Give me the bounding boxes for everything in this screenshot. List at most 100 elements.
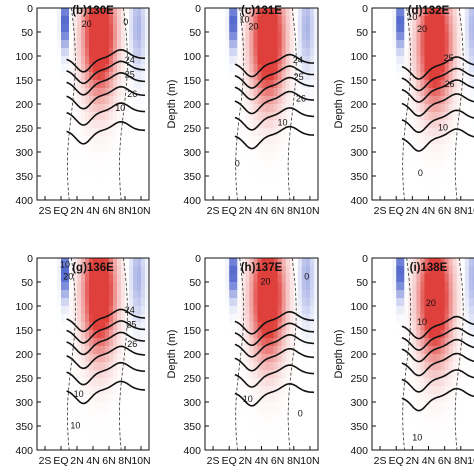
y-tick-label: 200 <box>350 349 368 361</box>
shade-cell <box>293 442 299 450</box>
shade-cell <box>448 160 454 169</box>
shade-cell <box>261 402 267 411</box>
shade-cell <box>432 418 438 427</box>
shade-cell <box>97 258 102 267</box>
shade-cell <box>113 32 118 41</box>
shade-cell <box>261 306 267 315</box>
shade-cell <box>233 104 238 113</box>
shade-cell <box>85 24 90 33</box>
shade-cell <box>113 322 118 331</box>
shade-cell <box>229 112 234 121</box>
shade-cell <box>129 160 134 169</box>
shade-cell <box>101 418 106 427</box>
shade-cell <box>57 322 62 331</box>
shade-cell <box>37 120 42 129</box>
shade-cell <box>460 354 466 363</box>
shade-cell <box>205 160 210 169</box>
shade-cell <box>388 378 393 387</box>
shade-cell <box>97 144 102 153</box>
shade-cell <box>404 330 409 339</box>
shade-cell <box>249 274 255 283</box>
shade-cell <box>61 442 66 450</box>
y-tick-label: 350 <box>183 171 201 183</box>
shade-cell <box>265 282 271 291</box>
shade-cell <box>253 144 259 153</box>
shade-cell <box>133 362 138 371</box>
shade-cell <box>217 40 222 49</box>
shade-cell <box>57 258 62 267</box>
shade-cell <box>460 48 466 57</box>
shade-cell <box>129 298 134 307</box>
shade-cell <box>117 64 122 73</box>
shade-cell <box>77 112 82 121</box>
isotherm-layer <box>401 8 474 200</box>
shade-cell <box>261 48 267 57</box>
shade-cell <box>408 394 413 403</box>
shade-cell <box>456 152 462 161</box>
shade-cell <box>468 184 474 193</box>
shade-cell <box>73 282 78 291</box>
shade-cell <box>436 370 442 379</box>
shade-cell <box>297 402 303 411</box>
shade-cell <box>384 402 389 411</box>
shade-cell <box>225 192 230 200</box>
shade-cell <box>217 184 222 193</box>
shade-cell <box>404 410 409 419</box>
panel-title: (h)137E <box>241 262 283 274</box>
shade-cell <box>225 136 230 145</box>
y-tick-label: 300 <box>350 397 368 409</box>
shade-cell <box>420 120 426 129</box>
shade-cell <box>53 176 58 185</box>
shade-cell <box>301 330 307 339</box>
shade-cell <box>281 32 287 41</box>
shade-cell <box>372 176 377 185</box>
shade-cell <box>37 48 42 57</box>
shade-cell <box>129 370 134 379</box>
shade-cell <box>384 290 389 299</box>
shade-cell <box>41 434 46 443</box>
shade-cell <box>432 16 438 25</box>
shade-cell <box>269 88 275 97</box>
shade-cell <box>129 96 134 105</box>
shade-cell <box>37 378 42 387</box>
shade-cell <box>41 442 46 450</box>
shade-cell <box>440 160 446 169</box>
shade-cell <box>69 266 74 275</box>
shade-cell <box>412 88 417 97</box>
shade-cell <box>313 24 318 33</box>
shade-cell <box>424 16 430 25</box>
shade-cell <box>125 144 130 153</box>
shade-cell <box>372 346 377 355</box>
shade-cell <box>277 418 283 427</box>
shade-cell <box>137 56 142 65</box>
shade-cell <box>384 370 389 379</box>
panel-2: 2SEQ2N4N6N8N10N050100150200250300350400D… <box>333 3 474 217</box>
shade-cell <box>69 298 74 307</box>
shade-cell <box>217 330 222 339</box>
shade-cell <box>73 346 78 355</box>
shade-cell <box>444 346 450 355</box>
shade-cell <box>400 104 405 113</box>
shade-cell <box>229 394 234 403</box>
shade-cell <box>41 24 46 33</box>
shade-cell <box>49 88 54 97</box>
shade-cell <box>113 72 118 81</box>
x-tick-label: 2S <box>39 205 52 217</box>
shade-cell <box>372 426 377 435</box>
shade-cell <box>49 144 54 153</box>
shade-cell <box>37 104 42 113</box>
shade-cell <box>408 96 413 105</box>
shade-cell <box>53 418 58 427</box>
shade-cell <box>460 442 466 450</box>
shade-cell <box>444 426 450 435</box>
shade-cell <box>416 24 422 33</box>
shade-cell <box>205 370 210 379</box>
shade-cell <box>73 426 78 435</box>
shade-cell <box>289 80 295 89</box>
shade-cell <box>305 314 311 323</box>
shade-cell <box>444 32 450 41</box>
shade-cell <box>273 418 279 427</box>
shade-cell <box>384 362 389 371</box>
shade-cell <box>384 176 389 185</box>
shade-cell <box>229 282 234 291</box>
